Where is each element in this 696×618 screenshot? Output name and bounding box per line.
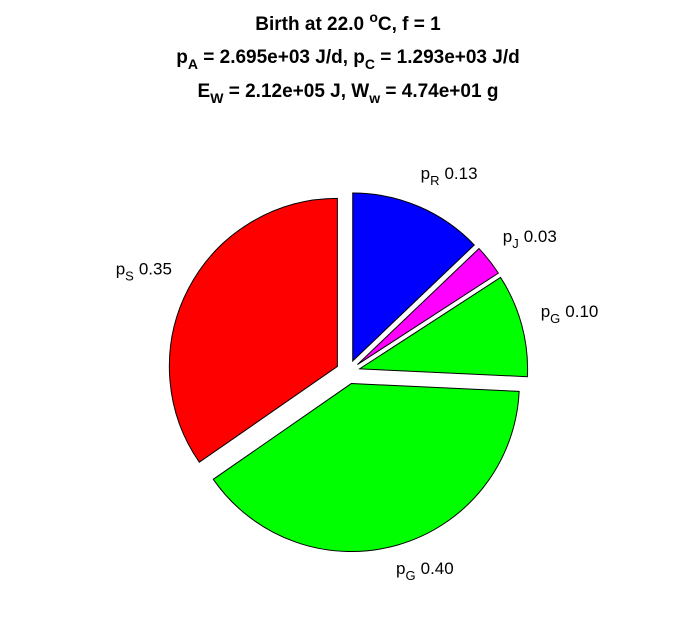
slice-subscript: G xyxy=(550,311,560,326)
pie-slice xyxy=(352,192,475,363)
slice-subscript: J xyxy=(512,236,519,251)
title-script: W xyxy=(210,90,224,106)
title-text: p xyxy=(176,47,188,68)
slice-label: pG 0.40 xyxy=(396,559,454,583)
slice-subscript: G xyxy=(405,568,415,583)
slice-label: pJ 0.03 xyxy=(503,227,557,251)
title-text: E xyxy=(198,81,211,102)
chart-title: pA = 2.695e+03 J/d, pC = 1.293e+03 J/d xyxy=(176,47,519,72)
slice-name: p xyxy=(541,302,550,321)
slice-subscript: R xyxy=(430,173,439,188)
slice-name: p xyxy=(503,227,512,246)
slice-value: 0.03 xyxy=(524,227,557,246)
slice-value: 0.40 xyxy=(421,559,454,578)
slice-name: p xyxy=(396,559,405,578)
chart-title: Birth at 22.0 oC, f = 1 xyxy=(255,9,441,35)
pie-slice xyxy=(358,276,529,378)
title-text: C, f = 1 xyxy=(378,14,441,35)
slice-subscript: S xyxy=(125,269,134,284)
pie-slice xyxy=(212,383,520,553)
slice-value: 0.13 xyxy=(444,164,477,183)
slice-name: p xyxy=(421,164,430,183)
title-text: = 4.74e+01 g xyxy=(380,81,498,102)
slice-name: p xyxy=(116,260,125,279)
slice-label: pG 0.10 xyxy=(541,302,599,326)
title-text: = 2.695e+03 J/d, p xyxy=(198,47,365,68)
chart-title: EW = 2.12e+05 J, Ww = 4.74e+01 g xyxy=(198,81,499,106)
title-script: w xyxy=(368,90,380,106)
title-script: A xyxy=(188,56,198,72)
slice-label: pR 0.13 xyxy=(421,164,478,188)
slice-label: pS 0.35 xyxy=(116,260,172,284)
slice-value: 0.35 xyxy=(139,260,172,279)
title-script: o xyxy=(369,9,378,25)
pie-slice xyxy=(357,247,500,365)
slice-value: 0.10 xyxy=(565,302,598,321)
title-text: = 1.293e+03 J/d xyxy=(375,47,520,68)
title-script: C xyxy=(365,56,375,72)
pie-slice xyxy=(168,197,338,463)
title-text: Birth at 22.0 xyxy=(255,14,369,35)
title-text: = 2.12e+05 J, W xyxy=(223,81,369,102)
